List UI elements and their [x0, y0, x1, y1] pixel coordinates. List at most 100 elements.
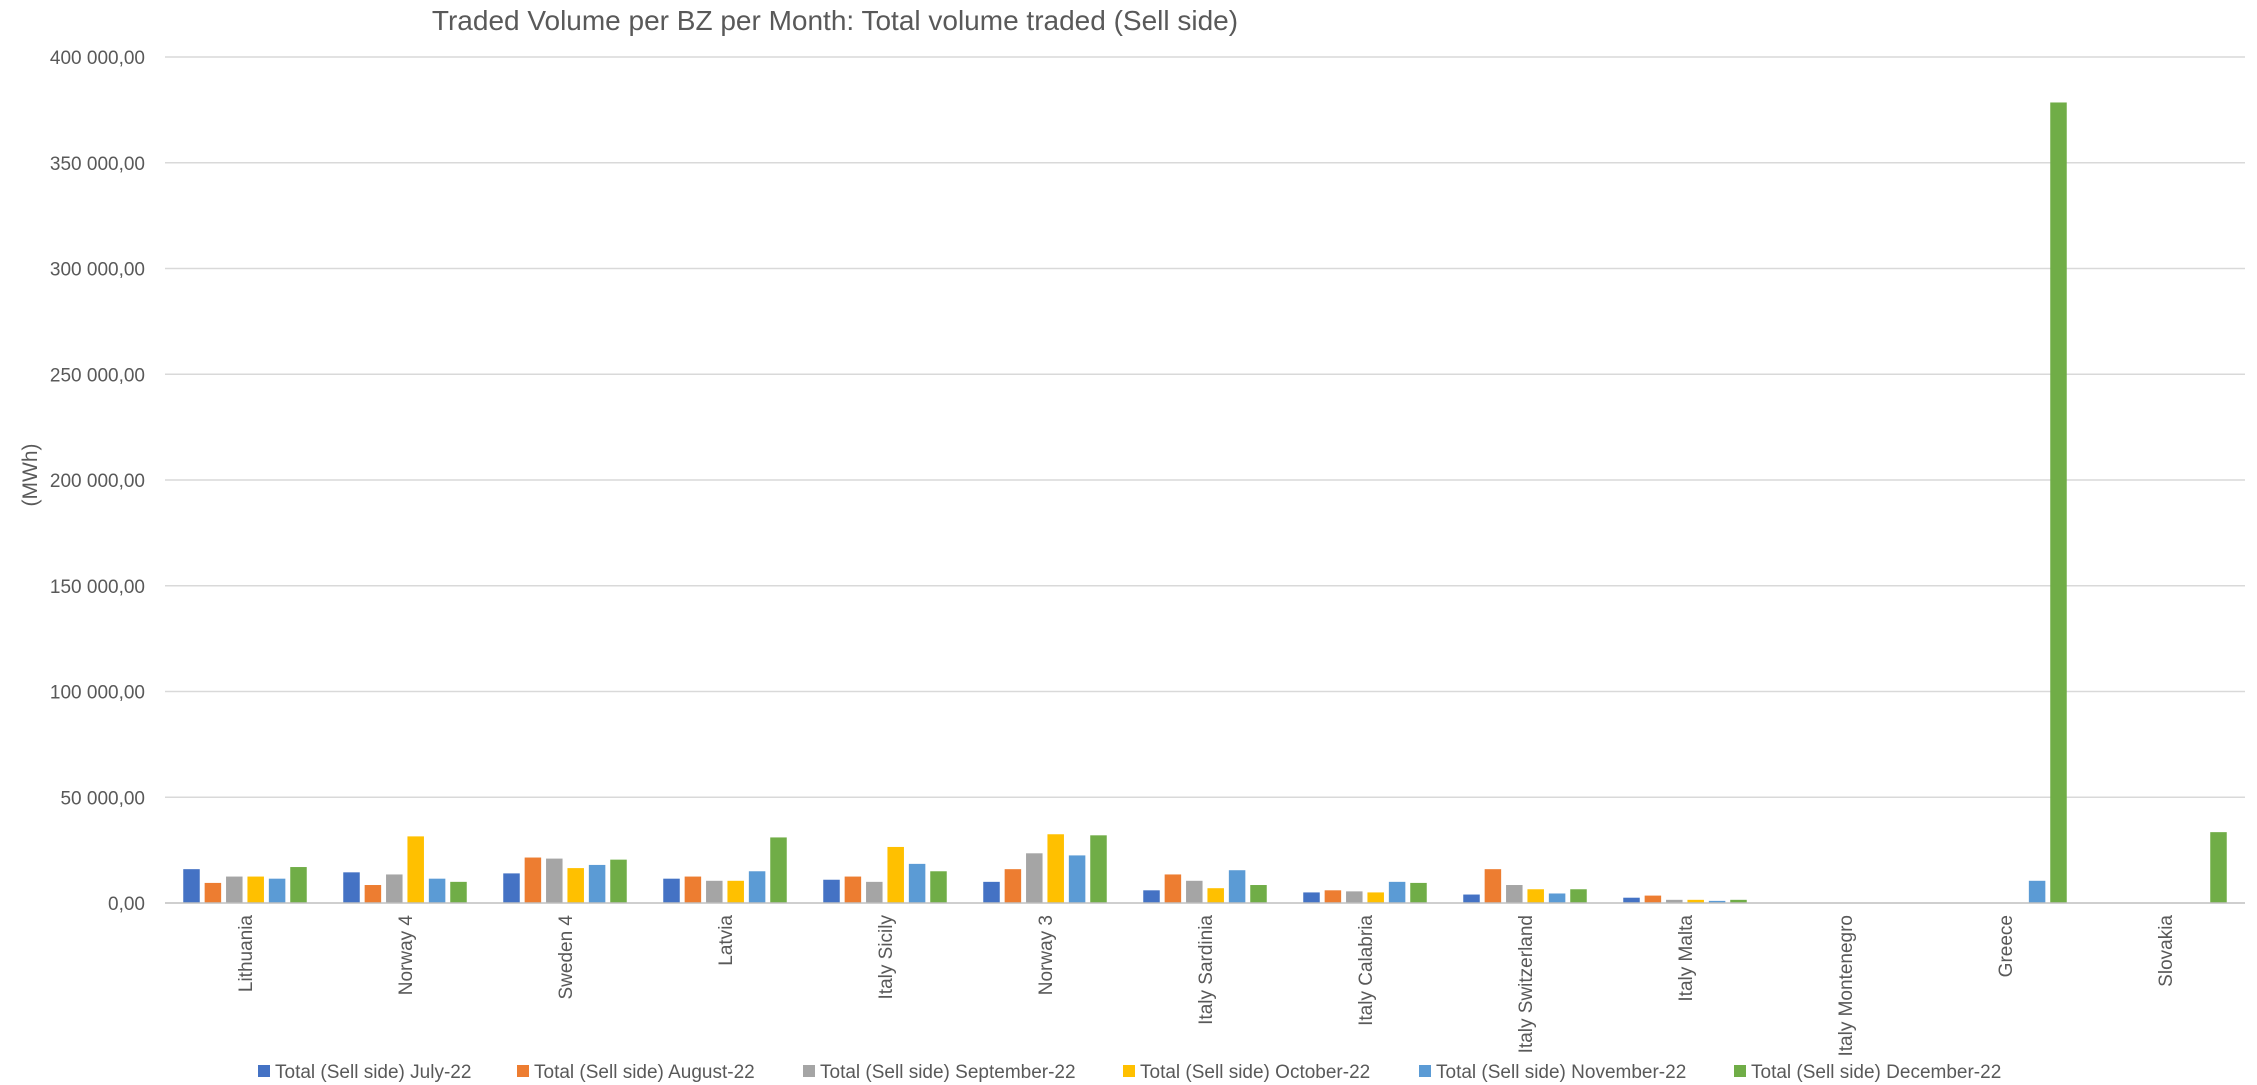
bar: [1527, 889, 1544, 903]
x-tick-label: Norway 4: [396, 915, 417, 996]
legend-swatch: [1123, 1065, 1135, 1077]
bar: [1687, 899, 1704, 903]
x-tick-label: Italy Sardinia: [1196, 915, 1217, 1025]
bar: [1506, 885, 1523, 903]
y-tick-label: 200 000,00: [50, 471, 145, 492]
bar: [247, 876, 264, 903]
bar: [183, 869, 200, 903]
y-tick-label: 250 000,00: [50, 365, 145, 386]
bar: [524, 857, 542, 903]
x-tick-label: Italy Malta: [1676, 915, 1697, 1002]
bar: [983, 881, 1000, 903]
bar: [1730, 899, 1747, 903]
x-tick-label: Italy Sicily: [876, 915, 897, 1000]
legend: Total (Sell side) July-22 Total (Sell sid…: [258, 1062, 2001, 1083]
bar: [844, 876, 862, 903]
bar: [1708, 900, 1726, 903]
x-tick-label: Greece: [1996, 915, 2017, 977]
bar: [1228, 870, 1246, 903]
y-tick-label: 150 000,00: [50, 577, 145, 598]
bar: [684, 876, 702, 903]
x-tick-label: Lithuania: [236, 915, 257, 993]
y-tick-label: 300 000,00: [50, 260, 145, 281]
bar: [204, 882, 222, 903]
bar: [663, 878, 680, 903]
y-tick-label: 0,00: [108, 894, 145, 915]
bar: [546, 858, 563, 903]
bar: [1484, 869, 1502, 903]
bar: [727, 880, 744, 903]
bar: [290, 867, 307, 903]
x-tick-label: Slovakia: [2156, 915, 2177, 987]
bar: [748, 871, 766, 903]
bar: [1207, 888, 1224, 903]
bar: [887, 846, 904, 903]
y-tick-label: 350 000,00: [50, 154, 145, 175]
bar: [2050, 102, 2067, 904]
legend-swatch: [517, 1065, 529, 1077]
bar: [386, 874, 403, 903]
x-tick-label: Italy Montenegro: [1836, 915, 1857, 1057]
legend-label: Total (Sell side) September-22: [820, 1062, 1076, 1083]
bar: [364, 885, 382, 903]
bar: [866, 881, 883, 903]
legend-label: Total (Sell side) October-22: [1140, 1062, 1370, 1083]
bar: [1367, 892, 1384, 903]
bar: [1250, 885, 1267, 903]
bars: [183, 102, 2227, 904]
bar: [450, 881, 467, 903]
bar: [1570, 889, 1587, 903]
bar: [1410, 882, 1427, 903]
bar: [1186, 880, 1203, 903]
legend-label: Total (Sell side) July-22: [275, 1062, 471, 1083]
bar: [770, 837, 787, 903]
bar: [1068, 855, 1086, 903]
chart-title: Traded Volume per BZ per Month: Total vo…: [432, 5, 1238, 36]
bar: [2028, 880, 2046, 903]
y-tick-label: 100 000,00: [50, 683, 145, 704]
bar: [930, 871, 947, 903]
legend-label: Total (Sell side) November-22: [1436, 1062, 1686, 1083]
bar: [1324, 890, 1342, 903]
bar: [1388, 881, 1406, 903]
bar: [1004, 869, 1022, 903]
y-axis-ticks: 0,00 50 000,00 100 000,00 150 000,00 200 000…: [50, 48, 145, 915]
bar: [1047, 834, 1064, 903]
gridlines: [165, 56, 2245, 798]
legend-swatch: [803, 1065, 815, 1077]
bar: [908, 863, 926, 903]
bar: [823, 879, 840, 903]
bar: [407, 836, 424, 903]
bar: [1346, 891, 1363, 903]
bar: [1026, 853, 1043, 903]
legend-swatch: [1419, 1065, 1431, 1077]
bar: [1143, 890, 1160, 903]
legend-swatch: [1734, 1065, 1746, 1077]
bar: [1666, 899, 1683, 903]
x-tick-label: Italy Calabria: [1356, 915, 1377, 1026]
bar: [706, 880, 723, 903]
bar: [1463, 894, 1480, 903]
bar: [226, 876, 243, 903]
bar: [1623, 897, 1640, 903]
x-tick-label: Italy Switzerland: [1516, 915, 1537, 1053]
y-axis-label: (MWh): [19, 444, 42, 507]
bar: [1164, 874, 1182, 903]
bar: [588, 864, 606, 903]
y-tick-label: 400 000,00: [50, 48, 145, 69]
legend-swatch: [258, 1065, 270, 1077]
bar: [1548, 893, 1566, 903]
x-axis-ticks: Lithuania Norway 4 Sweden 4 Latvia Italy Sic…: [236, 915, 2177, 1057]
bar: [268, 878, 286, 903]
bar: [2210, 832, 2227, 903]
bar: [567, 868, 584, 903]
bar: [1644, 895, 1662, 903]
bar: [610, 859, 627, 903]
bar: [1090, 835, 1107, 903]
x-tick-label: Latvia: [716, 915, 737, 966]
legend-label: Total (Sell side) December-22: [1751, 1062, 2001, 1083]
y-tick-label: 50 000,00: [60, 788, 145, 809]
legend-label: Total (Sell side) August-22: [534, 1062, 755, 1083]
